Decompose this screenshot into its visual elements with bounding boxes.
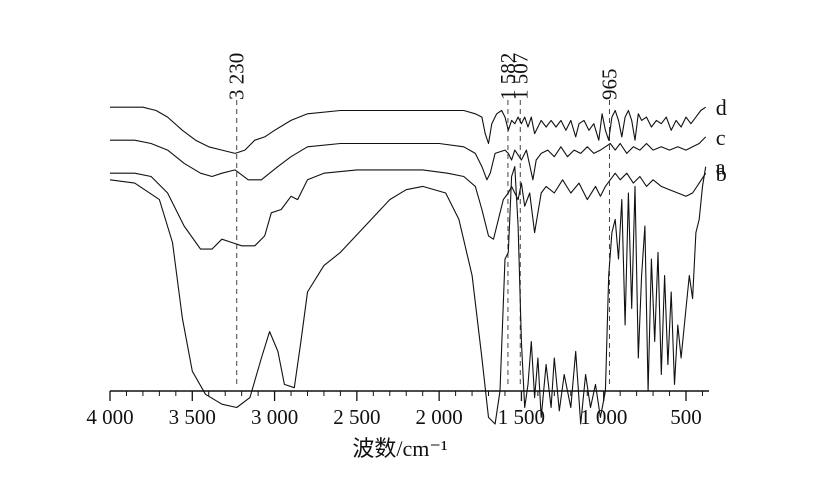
x-tick-label: 3 000 — [251, 405, 298, 429]
series-line-a — [109, 166, 707, 425]
reference-line-label: 965 — [597, 69, 621, 101]
reference-line-label: 1 582 — [496, 53, 520, 100]
x-tick-label: 2 000 — [416, 405, 463, 429]
series-line-b — [110, 169, 707, 250]
x-tick-label: 1 500 — [498, 405, 545, 429]
x-tick-label: 1 000 — [580, 405, 627, 429]
series-line-d — [110, 106, 707, 154]
reference-lines — [236, 100, 610, 386]
series-line-c — [110, 136, 707, 181]
series-lines — [109, 106, 707, 425]
series-label-b: b — [716, 161, 727, 186]
x-axis: 4 000 3 500 3 000 2 500 2 000 1 500 1 000 500 — [86, 390, 710, 429]
x-tick-label: 3 500 — [169, 405, 216, 429]
series-label-d: d — [716, 95, 727, 120]
series-label-c: c — [716, 125, 726, 150]
reference-line-label: 3 230 — [225, 53, 249, 100]
x-tick-label: 2 500 — [333, 405, 380, 429]
series-label-a: a — [716, 155, 726, 180]
x-tick-label: 500 — [670, 405, 702, 429]
reference-line-label: 1 507 — [508, 53, 532, 100]
x-tick-label: 4 000 — [86, 405, 133, 429]
x-axis-label: 波数/cm⁻¹ — [352, 436, 447, 461]
